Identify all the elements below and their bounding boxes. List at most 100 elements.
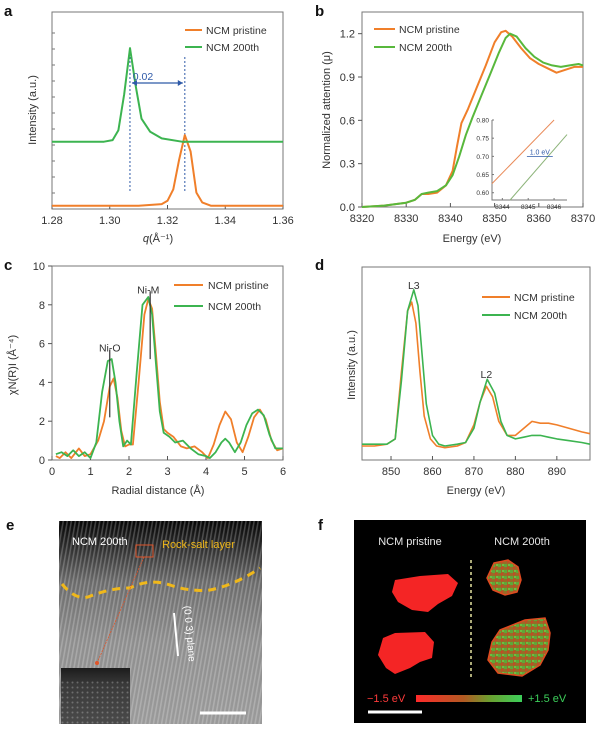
panel-label-e: e <box>6 517 14 534</box>
peak-label-ni-o: Ni-O <box>99 342 121 354</box>
x-tick-label: 1.36 <box>272 215 293 227</box>
y-tick-label: 0 <box>39 455 45 467</box>
legend-200th: NCM 200th <box>399 42 452 54</box>
legend-200th: NCM 200th <box>514 310 567 322</box>
x-tick-label: 3 <box>164 466 170 478</box>
series-line-200th <box>52 47 283 143</box>
particle-pristine-2 <box>378 632 434 674</box>
panel-label-b: b <box>315 3 324 20</box>
series-line-pristine <box>52 134 283 207</box>
inset-background <box>490 116 571 202</box>
panel-a-chart: 1.28 1.30 1.32 1.34 1.36 Intensity (a.u.) q(… <box>27 11 294 245</box>
x-tick-label: 1.34 <box>215 215 236 227</box>
rock-salt-label: Rock-salt layer <box>162 539 235 551</box>
y-tick-label: 0.9 <box>340 72 355 84</box>
x-tick-label: 8350 <box>482 213 506 225</box>
panel-c-chart: 0 1 2 3 4 5 6 0 2 4 6 8 10 χN(R)I (Å⁻⁴) Radial dista… <box>6 261 286 497</box>
panel-label-a: a <box>4 3 13 20</box>
y-tick-label: 2 <box>39 416 45 428</box>
x-tick-label: 8360 <box>527 213 551 225</box>
map-label-pristine: NCM pristine <box>378 536 442 548</box>
y-tick-label: 0.0 <box>340 202 355 214</box>
particle-200th-2 <box>487 617 551 677</box>
panel-b-frame <box>361 11 584 208</box>
legend-pristine: NCM pristine <box>208 280 269 292</box>
legend-pristine: NCM pristine <box>206 25 267 37</box>
panel-e-micrograph: (0 0 3) plane NCM 200th Rock-salt layer <box>59 521 262 724</box>
x-tick-label: 890 <box>548 466 566 478</box>
y-tick-label: 8 <box>39 300 45 312</box>
y-tick-label: 4 <box>39 377 45 389</box>
plane-label: (0 0 3) plane <box>181 605 197 662</box>
zoom-region-box <box>135 544 154 558</box>
x-tick-label: 0 <box>49 466 55 478</box>
map-background <box>354 520 586 723</box>
inset-atomic-lattice <box>61 680 130 724</box>
y-tick-label: 10 <box>33 261 45 273</box>
x-tick-label: 1.32 <box>157 215 178 227</box>
inset-y-tick-label: 0.75 <box>476 136 489 143</box>
panel-label-f: f <box>318 517 324 534</box>
legend-200th: NCM 200th <box>208 301 261 313</box>
x-tick-label: 880 <box>506 466 524 478</box>
rock-salt-boundary <box>60 566 261 599</box>
energy-colorbar <box>416 695 522 702</box>
panel-a-ylabel: Intensity (a.u.) <box>27 75 39 145</box>
panel-b-chart: 8320 8330 8340 8350 8360 83700.00.30.60.91.2 … <box>321 11 595 245</box>
sample-label: NCM 200th <box>72 536 128 548</box>
panel-d-chart: 850 860 870 880 890 Intensity (a.u.) Energy … <box>346 266 591 497</box>
panel-c-xlabel: Radial distance (Å) <box>112 484 205 497</box>
panel-c-legend: NCM pristine NCM 200th <box>174 280 269 313</box>
inset-shift-label: 1.0 eV <box>530 149 551 156</box>
x-tick-label: 4 <box>203 466 209 478</box>
panel-d-xlabel: Energy (eV) <box>447 485 506 497</box>
particle-pristine-1 <box>392 574 458 612</box>
x-tick-label: 1.30 <box>99 215 120 227</box>
inset-x-tick-label: 8344 <box>495 204 510 211</box>
arrow-head-right <box>177 80 183 86</box>
panel-d-frame <box>361 266 591 461</box>
x-tick-label: 860 <box>423 466 441 478</box>
y-tick-label: 0.6 <box>340 115 355 127</box>
inset-y-tick-label: 0.80 <box>476 118 489 125</box>
panel-label-d: d <box>315 257 324 274</box>
panel-b-inset: 0.60 0.65 0.70 0.75 0.80 8344 8345 8346 1.0 eV <box>476 116 571 211</box>
panel-label-c: c <box>4 257 12 274</box>
x-tick-label: 8330 <box>394 213 418 225</box>
edge-label-l3: L3 <box>408 280 420 292</box>
inset-x-tick-label: 8346 <box>547 204 562 211</box>
legend-200th: NCM 200th <box>206 42 259 54</box>
inset-y-tick-label: 0.70 <box>476 154 489 161</box>
peak-label-ni-m: Ni-M <box>137 284 159 296</box>
panel-b-ylabel: Normalized attention (μ) <box>321 51 333 169</box>
y-tick-label: 0.3 <box>340 159 355 171</box>
zoom-connector <box>96 556 145 664</box>
inset-x-tick-label: 8345 <box>521 204 536 211</box>
series-line-200th <box>362 288 591 447</box>
panel-b-xlabel: Energy (eV) <box>443 233 502 245</box>
y-tick-label: 6 <box>39 339 45 351</box>
panel-a-shift-label: 0.02 <box>133 71 154 83</box>
arrow-head-left <box>131 80 137 86</box>
inset-line-pristine <box>491 119 555 184</box>
panel-d-ylabel: Intensity (a.u.) <box>346 330 358 400</box>
panel-f-map: NCM pristine NCM 200th −1.5 eV +1.5 eV <box>354 520 586 723</box>
panel-c-ylabel: χN(R)I (Å⁻⁴) <box>6 335 19 395</box>
panel-a-legend: NCM pristine NCM 200th <box>185 25 267 54</box>
series-line-200th <box>361 32 584 208</box>
series-line-pristine <box>55 298 284 460</box>
colorbar-min-label: −1.5 eV <box>367 693 406 705</box>
inset-line-200th <box>509 134 568 201</box>
panel-d-legend: NCM pristine NCM 200th <box>482 292 575 322</box>
edge-label-l2: L2 <box>481 369 493 381</box>
x-tick-label: 8320 <box>350 213 374 225</box>
x-tick-label: 5 <box>241 466 247 478</box>
panel-c-frame <box>51 265 284 461</box>
zoom-connector-end <box>95 661 99 665</box>
panel-a-xlabel-q: q <box>143 233 150 245</box>
inset-y-tick-label: 0.65 <box>476 172 489 179</box>
legend-pristine: NCM pristine <box>399 24 460 36</box>
colorbar-max-label: +1.5 eV <box>528 693 567 705</box>
inset-y-tick-label: 0.60 <box>476 190 489 197</box>
